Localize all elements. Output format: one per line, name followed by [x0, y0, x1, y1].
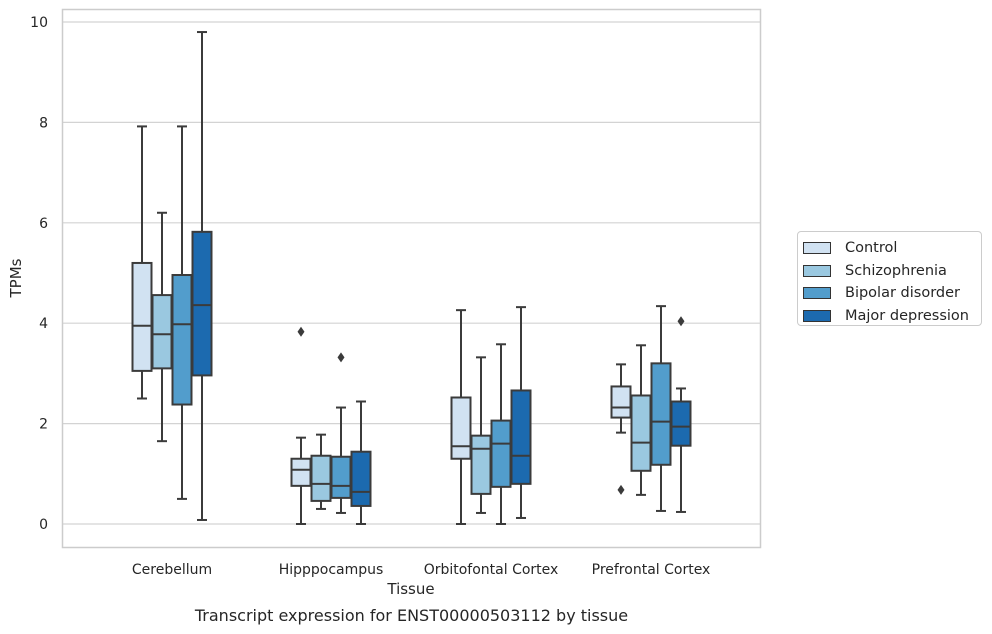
box-control [290, 326, 312, 525]
box-bipolar-disorder [650, 305, 672, 512]
box-body [191, 230, 213, 377]
x-axis-label: Tissue [386, 580, 434, 598]
box-body [450, 396, 472, 460]
box-body [151, 294, 173, 370]
legend-label: Schizophrenia [845, 262, 947, 279]
legend-swatch [803, 309, 831, 322]
legend-item: Major depression [803, 305, 981, 328]
box-body [630, 394, 652, 472]
box-bipolar-disorder [490, 343, 512, 525]
box-body [650, 362, 672, 466]
legend-swatch [803, 242, 831, 255]
box-major-depression [191, 31, 213, 521]
box-body [350, 450, 372, 507]
legend-swatch [803, 264, 831, 277]
chart-caption: Transcript expression for ENST0000050311… [194, 606, 629, 625]
outlier-point [617, 484, 625, 495]
box-body [510, 389, 532, 485]
box-major-depression [510, 306, 532, 519]
x-tick-label: Orbitofontal Cortex [424, 562, 559, 578]
box-groups [131, 31, 692, 525]
x-tick-label: Hipppocampus [279, 562, 384, 578]
x-tick-label: Prefrontal Cortex [592, 562, 711, 578]
box-body [490, 419, 512, 488]
box-bipolar-disorder [171, 125, 193, 500]
box-control [450, 309, 472, 525]
box-schizophrenia [630, 344, 652, 496]
x-tick-labels: Cerebellum Hipppocampus Orbitofontal Corte… [132, 562, 710, 578]
y-tick-label: 0 [39, 517, 48, 533]
y-tick-label: 8 [39, 115, 48, 131]
y-axis-label: TPMs [7, 258, 25, 298]
legend-item: Schizophrenia [803, 260, 981, 283]
legend-label: Control [845, 240, 898, 257]
outlier-point [677, 316, 685, 327]
legend-label: Major depression [845, 307, 969, 324]
legend-swatch [803, 287, 831, 300]
y-tick-label: 2 [39, 417, 48, 433]
box-body [670, 400, 692, 447]
plot-frame [61, 8, 762, 549]
box-body [131, 261, 153, 372]
box-body [470, 434, 492, 495]
y-tick-label: 10 [30, 15, 48, 31]
box-body [330, 455, 352, 499]
box-schizophrenia [470, 356, 492, 514]
legend-item: Control [803, 237, 981, 260]
box-body [310, 454, 332, 502]
x-tick-label: Cerebellum [132, 562, 212, 578]
legend-label: Bipolar disorder [845, 285, 960, 302]
y-tick-labels: 0 2 4 6 8 10 [30, 15, 48, 533]
outlier-point [337, 352, 345, 363]
box-major-depression [350, 400, 372, 525]
outlier-point [297, 326, 305, 337]
y-tick-label: 6 [39, 216, 48, 232]
legend-item: Bipolar disorder [803, 282, 981, 305]
box-body [171, 274, 193, 406]
box-bipolar-disorder [330, 352, 352, 514]
box-body [290, 457, 312, 487]
box-schizophrenia [151, 211, 173, 443]
box-body [610, 385, 632, 419]
box-control [131, 125, 153, 400]
y-tick-label: 4 [39, 316, 48, 332]
box-control [610, 363, 632, 495]
legend: Control Schizophrenia Bipolar disorder Majo… [797, 231, 982, 326]
box-major-depression [670, 316, 692, 513]
box-schizophrenia [310, 433, 332, 510]
